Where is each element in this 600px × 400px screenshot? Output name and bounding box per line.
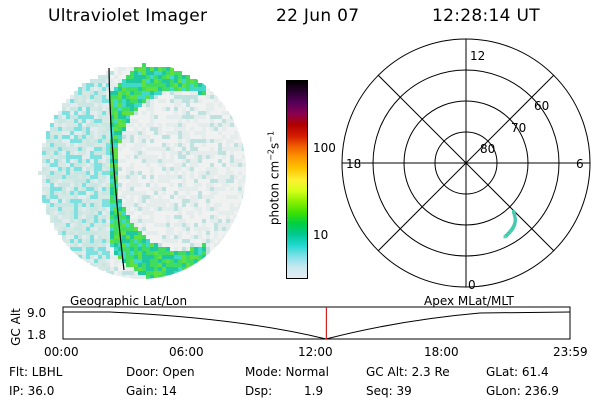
timeline-xtick-0000: 00:00 xyxy=(44,345,79,359)
info-seq: Seq: 39 xyxy=(366,384,412,398)
mlt-label-6: 6 xyxy=(576,157,584,171)
terminator-line xyxy=(108,67,125,271)
colorbar xyxy=(286,80,308,279)
timeline-ytick-1.8: 1.8 xyxy=(27,328,47,342)
info-glon: GLon: 236.9 xyxy=(486,384,559,398)
timeline-right-caption: Apex MLat/MLT xyxy=(424,294,514,308)
info-ip: IP: 36.0 xyxy=(9,384,55,398)
mlt-label-12: 12 xyxy=(470,49,485,63)
info-glat: GLat: 61.4 xyxy=(486,365,549,379)
timeline-ytick-9: 9.0 xyxy=(27,306,47,320)
info-dsp-label: Dsp: xyxy=(245,384,273,398)
timeline-xtick-1200: 12:00 xyxy=(298,345,333,359)
timeline-xtick-0600: 06:00 xyxy=(169,345,204,359)
timeline-left-caption: Geographic Lat/Lon xyxy=(70,294,188,308)
lat-label-80: 80 xyxy=(480,142,495,156)
gc-alt-curve xyxy=(63,311,571,340)
polar-diagonal-2 xyxy=(377,74,555,252)
info-dsp-value: 1.9 xyxy=(304,384,324,398)
mlt-label-18: 18 xyxy=(346,157,361,171)
timeline-xtick-2359: 23:59 xyxy=(553,345,588,359)
colorbar-tick-100: 100 xyxy=(313,141,336,155)
timeline-xtick-1800: 18:00 xyxy=(424,345,459,359)
instrument-title: Ultraviolet Imager xyxy=(48,6,208,26)
polar-aurora-blob xyxy=(503,210,517,239)
info-filter: Flt: LBHL xyxy=(9,365,63,379)
mlt-label-0: 0 xyxy=(468,278,476,292)
time-label: 12:28:14 UT xyxy=(432,6,540,26)
info-gc-alt: GC Alt: 2.3 Re xyxy=(366,365,450,379)
colorbar-tick-10: 10 xyxy=(313,228,329,242)
timeline-frame xyxy=(62,306,571,340)
date-label: 22 Jun 07 xyxy=(276,6,360,26)
info-door: Door: Open xyxy=(126,365,195,379)
info-gain: Gain: 14 xyxy=(126,384,177,398)
colorbar-gradient xyxy=(287,81,307,278)
lat-label-60: 60 xyxy=(534,99,549,113)
info-mode: Mode: Normal xyxy=(245,365,329,379)
lat-label-70: 70 xyxy=(511,121,526,135)
